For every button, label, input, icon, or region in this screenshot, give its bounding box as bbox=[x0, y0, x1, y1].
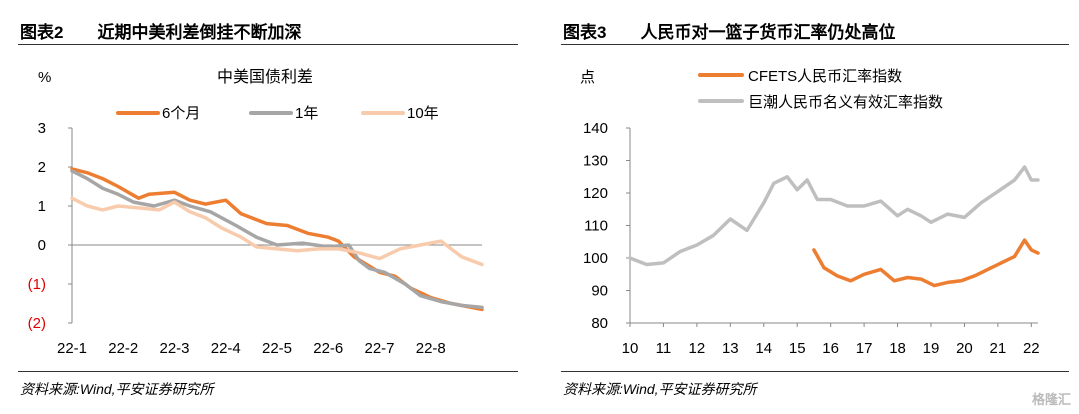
left-series-line-0 bbox=[70, 167, 484, 312]
right-x-tick-label: 12 bbox=[689, 340, 706, 357]
left-title-rule bbox=[18, 44, 518, 45]
right-y-tick-label: 140 bbox=[583, 120, 608, 137]
left-series-line-1 bbox=[70, 169, 484, 310]
right-x-tick-label: 15 bbox=[789, 340, 806, 357]
right-x-tick-label: 18 bbox=[889, 340, 906, 357]
left-y-tick-label: 0 bbox=[38, 237, 46, 254]
right-y-tick-label: 130 bbox=[583, 153, 608, 170]
left-x-tick-label: 22-1 bbox=[57, 340, 87, 357]
right-source-note: 资料来源:Wind,平安证券研究所 bbox=[563, 381, 757, 397]
left-legend-label-1: 1年 bbox=[295, 105, 318, 122]
right-x-tick-label: 17 bbox=[856, 340, 873, 357]
left-x-tick-label: 22-7 bbox=[364, 340, 394, 357]
right-y-tick-label: 100 bbox=[583, 250, 608, 267]
right-x-tick-label: 16 bbox=[822, 340, 839, 357]
left-chart-title: 中美国债利差 bbox=[217, 68, 313, 86]
left-y-tick-label: 3 bbox=[38, 120, 46, 137]
left-y-unit: % bbox=[38, 69, 51, 86]
left-panel-title: 图表2 近期中美利差倒挂不断加深 bbox=[20, 23, 302, 42]
watermark-logo: 格隆汇 bbox=[1031, 392, 1071, 407]
right-y-tick-label: 80 bbox=[591, 315, 608, 332]
right-panel-title: 图表3 人民币对一篮子货币汇率仍处高位 bbox=[563, 23, 896, 42]
left-legend-label-0: 6个月 bbox=[162, 105, 200, 122]
right-source-rule bbox=[561, 371, 1069, 372]
right-x-tick-label: 22 bbox=[1023, 340, 1040, 357]
left-y-tick-label: (1) bbox=[28, 276, 46, 293]
right-legend-label-0: CFETS人民币汇率指数 bbox=[748, 68, 902, 85]
left-x-tick-label: 22-5 bbox=[262, 340, 292, 357]
right-y-tick-label: 90 bbox=[591, 283, 608, 300]
right-x-tick-label: 21 bbox=[990, 340, 1007, 357]
right-legend-label-1: 巨潮人民币名义有效汇率指数 bbox=[748, 94, 943, 111]
left-x-tick-label: 22-4 bbox=[211, 340, 241, 357]
left-legend-label-2: 10年 bbox=[407, 105, 439, 122]
left-x-tick-label: 22-2 bbox=[108, 340, 138, 357]
left-source-note: 资料来源:Wind,平安证券研究所 bbox=[20, 381, 214, 397]
left-x-tick-label: 22-8 bbox=[416, 340, 446, 357]
right-y-unit: 点 bbox=[580, 69, 595, 86]
left-series-line-2 bbox=[70, 196, 484, 267]
left-x-tick-label: 22-3 bbox=[159, 340, 189, 357]
left-x-tick-label: 22-6 bbox=[313, 340, 343, 357]
right-y-tick-label: 110 bbox=[584, 218, 608, 235]
right-x-tick-label: 10 bbox=[622, 340, 639, 357]
right-title-rule bbox=[561, 44, 1069, 45]
right-x-tick-label: 13 bbox=[722, 340, 739, 357]
left-y-tick-label: (2) bbox=[28, 315, 46, 332]
left-y-tick-label: 2 bbox=[38, 159, 46, 176]
right-series-line-0 bbox=[812, 238, 1040, 288]
right-x-tick-label: 19 bbox=[923, 340, 940, 357]
right-y-tick-label: 120 bbox=[583, 185, 608, 202]
left-y-tick-label: 1 bbox=[38, 198, 46, 215]
right-x-tick-label: 14 bbox=[755, 340, 772, 357]
left-source-rule bbox=[18, 371, 518, 372]
right-series-line-1 bbox=[628, 165, 1040, 267]
right-x-tick-label: 11 bbox=[656, 340, 672, 357]
right-x-tick-label: 20 bbox=[956, 340, 973, 357]
